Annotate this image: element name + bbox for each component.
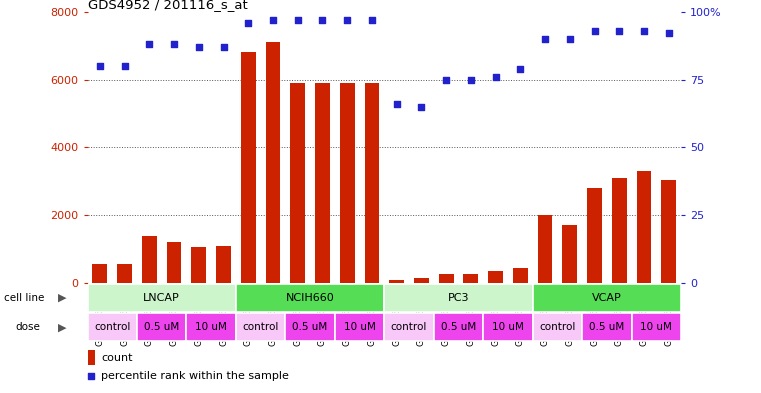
Bar [137, 313, 186, 341]
Bar [384, 313, 434, 341]
Point [94, 63, 106, 69]
Point [242, 20, 254, 26]
Text: control: control [243, 322, 279, 332]
Text: GDS4952 / 201116_s_at: GDS4952 / 201116_s_at [88, 0, 247, 11]
Bar [236, 313, 285, 341]
Text: 0.5 uM: 0.5 uM [292, 322, 328, 332]
Point [588, 28, 600, 34]
Point [119, 63, 131, 69]
Text: count: count [101, 353, 133, 363]
Text: 0.5 uM: 0.5 uM [441, 322, 476, 332]
Point [291, 17, 304, 23]
Bar [88, 284, 236, 312]
Bar [489, 271, 503, 283]
Bar [88, 350, 95, 365]
Bar [434, 313, 483, 341]
Point [638, 28, 650, 34]
Point [317, 17, 329, 23]
Bar [365, 83, 379, 283]
Text: cell line: cell line [4, 293, 44, 303]
Text: ▶: ▶ [58, 293, 67, 303]
Point [193, 44, 205, 50]
Point [143, 41, 155, 48]
Bar [389, 279, 404, 283]
Point [267, 17, 279, 23]
Point [514, 66, 527, 72]
Bar [93, 264, 107, 283]
Bar [216, 246, 231, 283]
Bar [483, 313, 533, 341]
Point [663, 30, 675, 37]
Point [564, 36, 576, 42]
Text: dose: dose [15, 322, 40, 332]
Bar [285, 313, 335, 341]
Bar [636, 171, 651, 283]
Point [85, 373, 97, 380]
Point [341, 17, 353, 23]
Bar [463, 274, 478, 283]
Text: 10 uM: 10 uM [641, 322, 672, 332]
Bar [315, 83, 330, 283]
Point [218, 44, 230, 50]
Bar [538, 215, 552, 283]
Point [168, 41, 180, 48]
Text: 10 uM: 10 uM [492, 322, 524, 332]
Bar [582, 313, 632, 341]
Bar [612, 178, 627, 283]
Point [465, 76, 477, 83]
Text: percentile rank within the sample: percentile rank within the sample [101, 371, 289, 382]
Text: 0.5 uM: 0.5 uM [589, 322, 625, 332]
Bar [240, 52, 256, 283]
Text: ▶: ▶ [58, 322, 67, 332]
Bar [117, 264, 132, 283]
Bar [339, 83, 355, 283]
Point [489, 74, 501, 80]
Bar [414, 278, 429, 283]
Bar [533, 284, 681, 312]
Text: control: control [391, 322, 427, 332]
Bar [513, 268, 528, 283]
Point [416, 103, 428, 110]
Bar [562, 225, 578, 283]
Bar [186, 313, 236, 341]
Text: 10 uM: 10 uM [196, 322, 227, 332]
Text: VCAP: VCAP [592, 293, 622, 303]
Point [390, 101, 403, 107]
Text: control: control [540, 322, 575, 332]
Bar [335, 313, 384, 341]
Point [613, 28, 626, 34]
Bar [88, 313, 137, 341]
Bar [661, 180, 677, 283]
Bar [533, 313, 582, 341]
Bar [587, 188, 602, 283]
Bar [291, 83, 305, 283]
Text: control: control [94, 322, 130, 332]
Bar [192, 247, 206, 283]
Point [366, 17, 378, 23]
Bar [266, 42, 280, 283]
Text: 0.5 uM: 0.5 uM [144, 322, 180, 332]
Text: PC3: PC3 [447, 293, 470, 303]
Bar [167, 242, 182, 283]
Bar [438, 274, 454, 283]
Bar [142, 235, 157, 283]
Text: NCIH660: NCIH660 [285, 293, 335, 303]
Text: LNCAP: LNCAP [143, 293, 180, 303]
Point [539, 36, 551, 42]
Bar [384, 284, 533, 312]
Text: 10 uM: 10 uM [344, 322, 375, 332]
Bar [632, 313, 681, 341]
Point [440, 76, 452, 83]
Bar [236, 284, 384, 312]
